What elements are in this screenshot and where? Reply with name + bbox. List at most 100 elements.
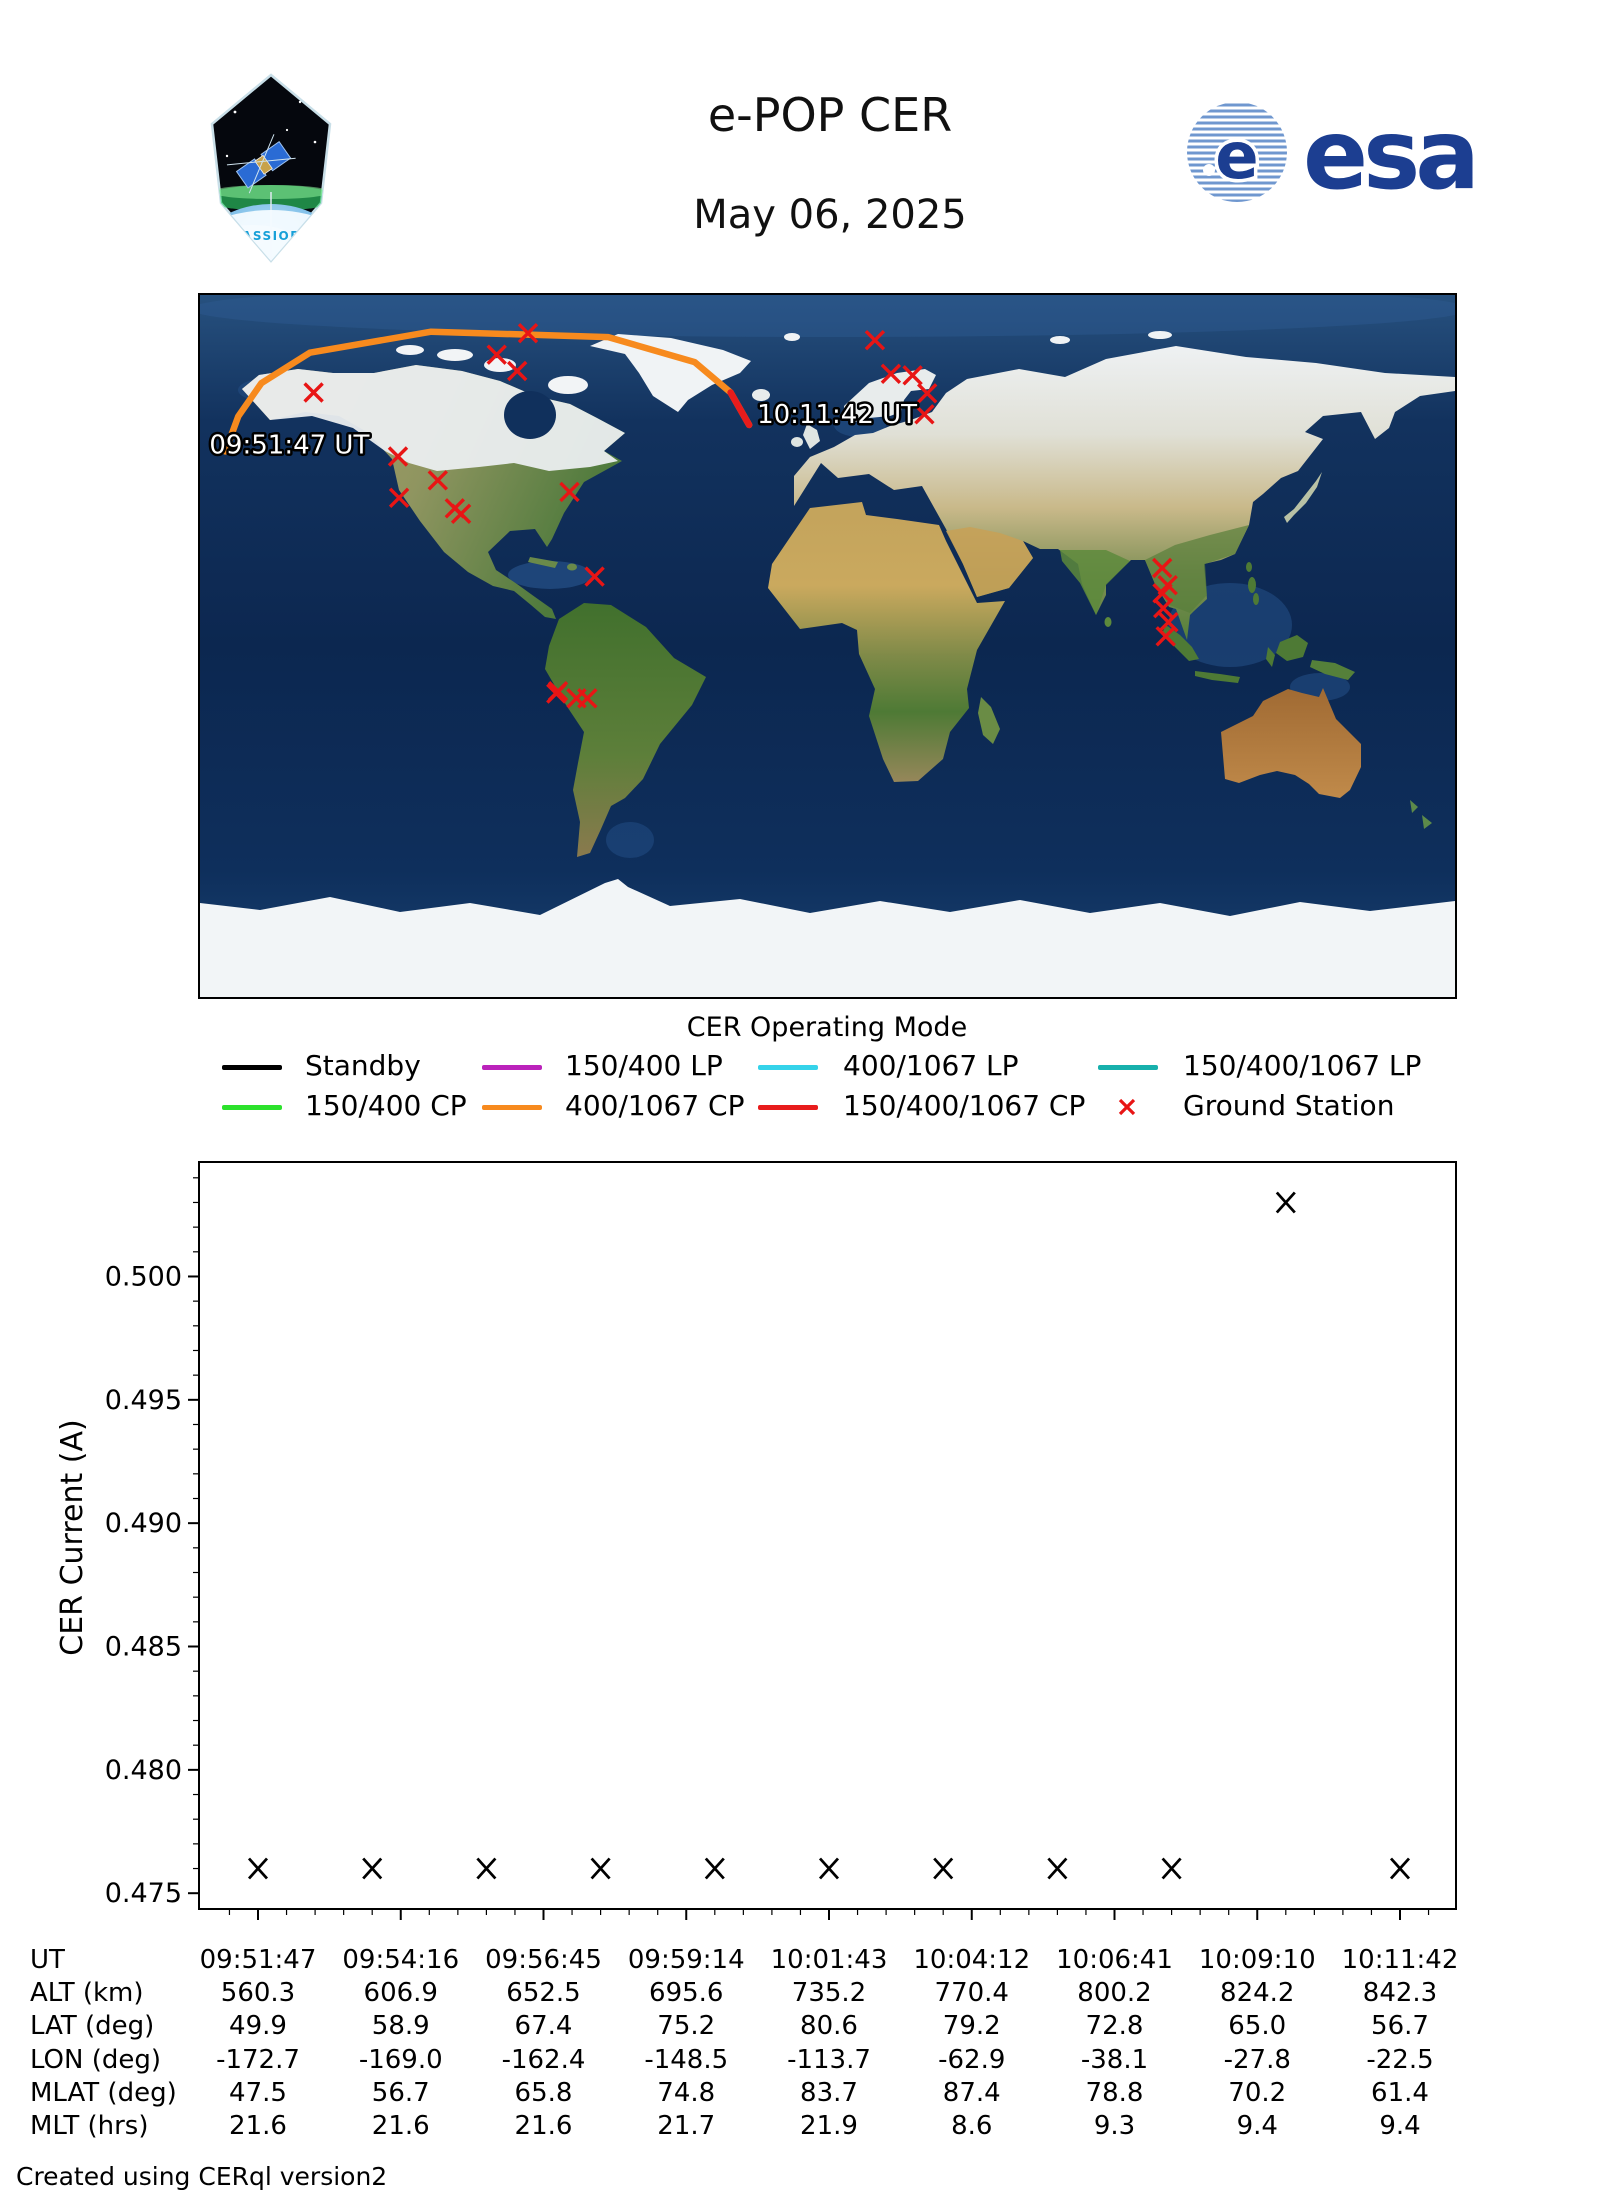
- data-point-marker: [933, 1857, 954, 1880]
- table-cell: 10:11:42: [1341, 1945, 1459, 1975]
- page-title: e-POP CER: [707, 88, 953, 142]
- ground-station-marker: [427, 470, 449, 491]
- cassiope-mission-patch: CASSIOPE: [205, 72, 337, 264]
- table-cell: 09:51:47: [199, 1945, 317, 1975]
- footer-credit: Created using CERql version2: [16, 2162, 388, 2191]
- table-cell: -113.7: [787, 2044, 871, 2075]
- ground-station-marker: [486, 344, 507, 365]
- table-cell: 78.8: [1085, 2077, 1144, 2108]
- data-point-marker: [247, 1857, 269, 1880]
- table-cell: 695.6: [649, 1978, 724, 2009]
- legend-swatch-400-1067-cp: [482, 1105, 542, 1110]
- table-cell: 10:09:10: [1198, 1945, 1316, 1975]
- table-cell: 21.9: [800, 2111, 858, 2141]
- data-point-marker: [362, 1857, 383, 1880]
- table-cell: 21.7: [657, 2111, 716, 2141]
- legend-label: 150/400/1067 CP: [843, 1089, 1086, 1122]
- table-cell: 74.8: [657, 2077, 716, 2108]
- table-cell: 70.2: [1228, 2077, 1287, 2108]
- ground-station-marker: [864, 329, 886, 351]
- table-cell: -62.9: [938, 2044, 1006, 2075]
- table-row-label: LAT (deg): [30, 2011, 155, 2042]
- ground-station-marker: [559, 481, 580, 503]
- data-point-marker: [590, 1857, 611, 1880]
- y-tick-label: 0.480: [105, 1755, 182, 1786]
- table-cell: 9.4: [1236, 2111, 1278, 2141]
- ground-station-marker: [1151, 557, 1173, 579]
- data-point-marker: [1161, 1857, 1182, 1880]
- table-cell: -22.5: [1366, 2044, 1434, 2075]
- table-cell: 47.5: [229, 2077, 287, 2108]
- table-cell: -38.1: [1080, 2044, 1149, 2075]
- data-point-marker: [1275, 1191, 1296, 1214]
- legend-label: Standby: [305, 1049, 421, 1082]
- ground-station-marker: [546, 683, 567, 704]
- table-cell: -172.7: [216, 2044, 300, 2075]
- legend-label: 150/400/1067 LP: [1183, 1049, 1422, 1082]
- table-cell: 61.4: [1371, 2077, 1429, 2108]
- table-cell: -169.0: [358, 2044, 443, 2075]
- ground-station-marker: [506, 360, 528, 382]
- esa-wordmark: esa: [1303, 99, 1475, 211]
- table-cell: 800.2: [1077, 1978, 1152, 2009]
- ground-station-marker: [584, 566, 605, 587]
- y-tick-label: 0.475: [105, 1878, 182, 1909]
- ground-station-marker: [388, 487, 410, 509]
- table-cell: 10:01:43: [770, 1945, 888, 1975]
- legend-label: 400/1067 CP: [565, 1089, 745, 1122]
- patch-text: CASSIOPE: [232, 229, 311, 243]
- table-cell: 9.3: [1093, 2111, 1136, 2141]
- legend-ground-station-icon: [1116, 1096, 1138, 1118]
- ground-station-marker: [880, 363, 902, 385]
- esa-globe-e: e: [1215, 120, 1258, 194]
- data-point-marker: [818, 1857, 840, 1880]
- table-row-label: MLT (hrs): [30, 2111, 149, 2141]
- table-cell: 842.3: [1362, 1978, 1438, 2009]
- table-cell: 56.7: [1371, 2011, 1429, 2042]
- legend-swatch-400-1067-lp: [758, 1065, 818, 1070]
- satellite-track: [222, 328, 753, 455]
- table-cell: 58.9: [371, 2011, 430, 2042]
- table-cell: 21.6: [229, 2111, 287, 2141]
- table-cell: 56.7: [371, 2077, 430, 2108]
- ground-station-marker: [517, 322, 539, 344]
- legend-label: 150/400 CP: [305, 1089, 467, 1122]
- legend-swatch-150-400-cp: [222, 1105, 282, 1110]
- legend-label: 400/1067 LP: [843, 1049, 1019, 1082]
- data-point-marker: [476, 1857, 497, 1880]
- legend-title: CER Operating Mode: [686, 1012, 968, 1043]
- esa-globe: [1187, 102, 1287, 202]
- table-cell: 09:59:14: [627, 1945, 745, 1975]
- table-cell: 10:04:12: [913, 1945, 1031, 1975]
- data-point-marker: [1389, 1857, 1411, 1880]
- table-cell: 21.6: [371, 2111, 430, 2141]
- legend-swatch-150-400-1067-cp: [758, 1105, 818, 1110]
- table-cell: 67.4: [514, 2011, 573, 2042]
- table-cell: 652.5: [506, 1978, 581, 2009]
- ground-station-marker: [1152, 597, 1174, 619]
- table-cell: 770.4: [934, 1978, 1009, 2009]
- table-cell: 21.6: [514, 2111, 573, 2141]
- satellite-track-end-segment: [727, 389, 753, 429]
- table-cell: 79.2: [942, 2011, 1001, 2042]
- table-cell: 824.2: [1220, 1978, 1295, 2009]
- table-cell: 83.7: [800, 2077, 858, 2108]
- cer-current-plot: 0.475 0.480 0.485 0.490 0.495 0.500: [105, 1161, 1457, 1920]
- table-cell: 65.0: [1228, 2011, 1287, 2042]
- table-cell: -148.5: [644, 2044, 729, 2075]
- legend-swatch-150-400-1067-lp: [1098, 1065, 1158, 1070]
- track-end-label: 10:11:42 UT: [757, 400, 917, 430]
- table-cell: 09:56:45: [485, 1945, 602, 1975]
- ground-track-map: 09:51:47 UT 10:11:42 UT: [198, 293, 1457, 999]
- ground-station-marker: [387, 446, 409, 467]
- table-cell: 09:54:16: [342, 1945, 460, 1975]
- table-cell: 9.4: [1379, 2111, 1421, 2141]
- y-tick-label: 0.485: [105, 1632, 182, 1663]
- y-tick-label: 0.500: [105, 1261, 182, 1292]
- table-cell: 80.6: [800, 2011, 858, 2042]
- map-basemap: [200, 295, 1455, 997]
- ground-station-marker: [450, 503, 472, 525]
- table-cell: 75.2: [657, 2011, 716, 2042]
- table-cell: 49.9: [229, 2011, 287, 2042]
- patch-satellite: [226, 134, 296, 194]
